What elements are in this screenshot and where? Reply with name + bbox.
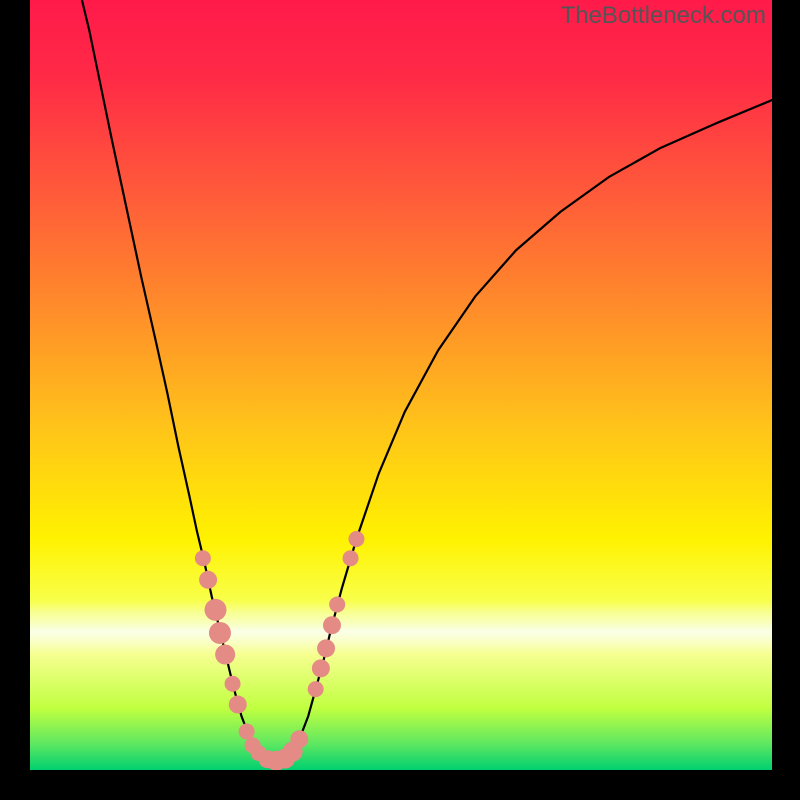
data-marker (225, 676, 241, 692)
chart-frame: TheBottleneck.com (0, 0, 800, 800)
watermark-text: TheBottleneck.com (561, 2, 766, 30)
data-marker (317, 639, 335, 657)
data-marker (215, 645, 235, 665)
curve-layer (30, 0, 772, 770)
data-marker (205, 599, 227, 621)
data-marker (312, 659, 330, 677)
data-marker (195, 550, 211, 566)
data-marker (239, 724, 255, 740)
data-marker (308, 681, 324, 697)
data-marker (290, 730, 308, 748)
data-marker (209, 622, 231, 644)
data-marker (229, 696, 247, 714)
data-marker (343, 550, 359, 566)
marker-group (195, 531, 365, 770)
data-marker (329, 596, 345, 612)
data-marker (348, 531, 364, 547)
plot-area (30, 0, 772, 770)
data-marker (199, 571, 217, 589)
bottleneck-curve (82, 0, 772, 761)
data-marker (323, 616, 341, 634)
